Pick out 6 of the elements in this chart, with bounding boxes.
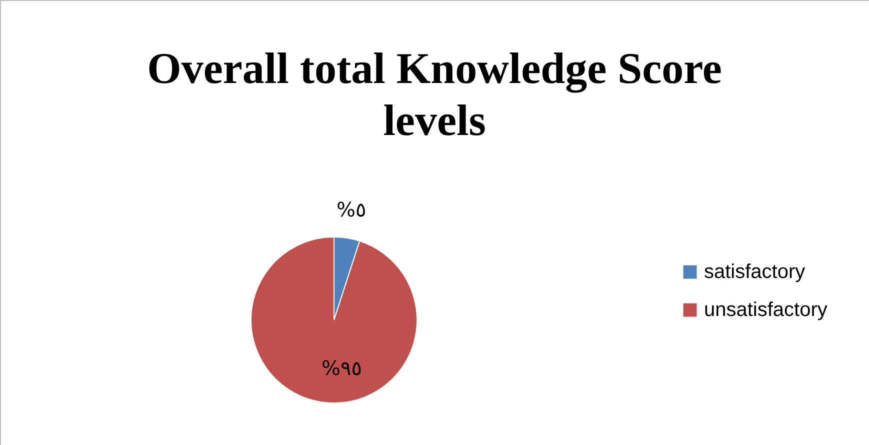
- data-label: %٥: [336, 197, 366, 222]
- data-label: %٩٥: [322, 356, 362, 380]
- chart-title: Overall total Knowledge Score levels: [147, 44, 722, 145]
- pie-slice: [250, 236, 418, 404]
- legend-label: unsatisfactory: [704, 299, 828, 321]
- legend-label: satisfactory: [704, 261, 806, 283]
